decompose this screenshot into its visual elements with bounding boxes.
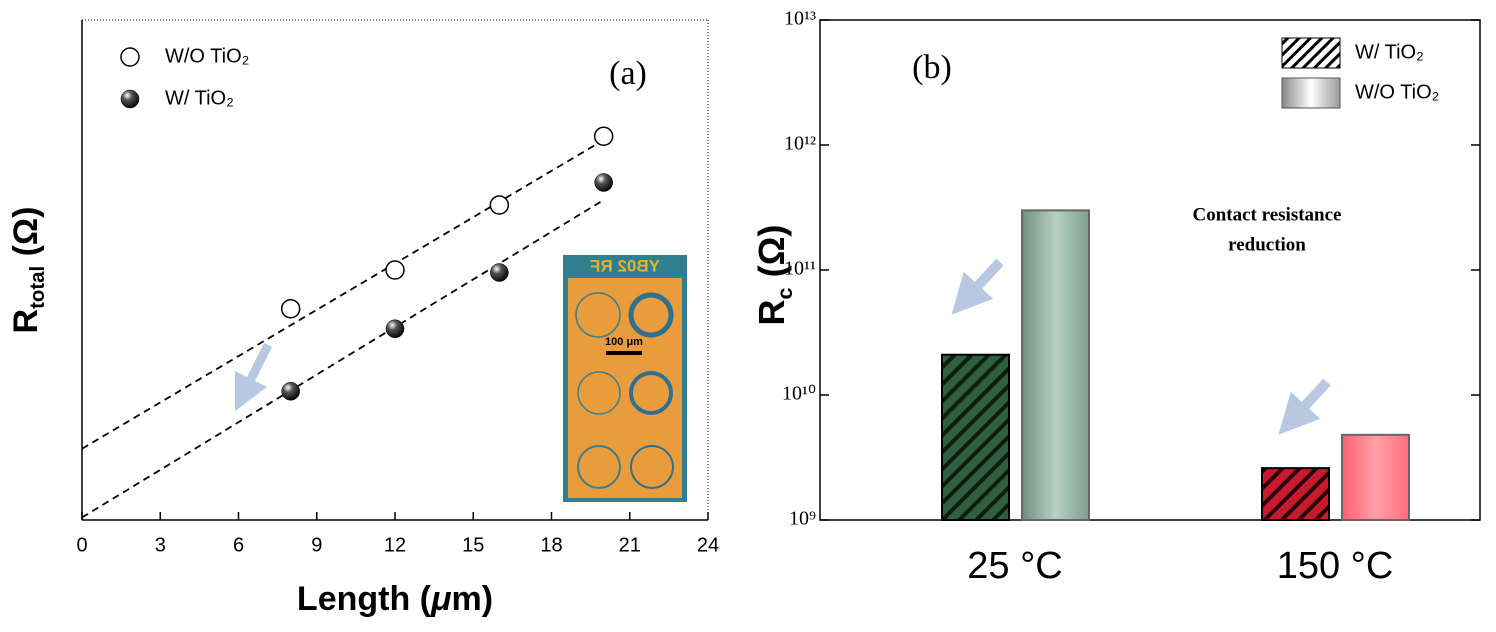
panel-label: (b) bbox=[912, 49, 952, 86]
arrow bbox=[234, 342, 273, 412]
axis-title-part: c bbox=[772, 287, 797, 299]
x-tick-label: 21 bbox=[619, 534, 641, 556]
marker bbox=[490, 263, 509, 282]
y-tick-label: 10¹³ bbox=[784, 8, 816, 30]
legend-label: W/ TiO₂ bbox=[1355, 41, 1424, 63]
legend-swatch bbox=[1281, 37, 1341, 69]
y-tick-label: 10¹⁰ bbox=[782, 383, 816, 405]
axis-title: Rc (Ω) bbox=[751, 225, 798, 326]
inset-photo bbox=[563, 255, 687, 502]
legend-label: W/O TiO₂ bbox=[165, 45, 249, 67]
x-tick-label: 25 °C bbox=[967, 545, 1062, 587]
x-tick-label: 150 °C bbox=[1277, 545, 1394, 587]
panel-label: (a) bbox=[609, 55, 647, 92]
marker bbox=[489, 195, 510, 215]
y-tick-label: 10⁹ bbox=[789, 508, 816, 530]
axis-title-part: (Ω) bbox=[7, 207, 45, 266]
x-tick-label: 15 bbox=[462, 534, 484, 556]
axis-title-part: R bbox=[751, 299, 792, 325]
marker bbox=[593, 126, 614, 146]
axis-title-part: total bbox=[27, 266, 49, 309]
marker bbox=[280, 299, 301, 319]
axis-title-part: (Ω) bbox=[751, 225, 792, 288]
x-tick-label: 12 bbox=[384, 534, 406, 556]
x-tick-label: 0 bbox=[76, 534, 87, 556]
marker bbox=[385, 260, 405, 280]
marker bbox=[594, 173, 613, 192]
bar bbox=[941, 353, 1010, 521]
inset-label: YB02 RF bbox=[590, 256, 660, 275]
marker bbox=[385, 319, 405, 338]
x-tick-label: 24 bbox=[697, 534, 719, 556]
legend-label: W/O TiO₂ bbox=[1355, 81, 1439, 103]
bar bbox=[1021, 209, 1090, 522]
axis-title-part: R bbox=[7, 309, 45, 334]
axis-title-part: Length ( bbox=[297, 580, 432, 618]
legend-swatch bbox=[1281, 77, 1341, 109]
annotation: Contact resistance bbox=[1193, 204, 1342, 225]
x-tick-label: 18 bbox=[540, 534, 562, 556]
axis-title: Length (μm) bbox=[297, 580, 493, 618]
bar bbox=[1261, 467, 1330, 521]
legend-label: W/ TiO₂ bbox=[165, 87, 234, 109]
fit-line bbox=[81, 199, 605, 519]
y-tick-label: 10¹² bbox=[784, 133, 816, 155]
fit-line bbox=[81, 139, 605, 450]
x-tick-label: 3 bbox=[155, 534, 166, 556]
axis-title-part: m) bbox=[452, 580, 494, 618]
bar bbox=[1341, 433, 1410, 521]
legend-marker bbox=[120, 47, 140, 67]
x-tick-label: 6 bbox=[233, 534, 244, 556]
axis-title: Rtotal (Ω) bbox=[7, 207, 49, 334]
legend-marker bbox=[120, 89, 140, 109]
axis-title-part: μ bbox=[430, 580, 452, 618]
x-tick-label: 9 bbox=[311, 534, 322, 556]
marker bbox=[281, 382, 300, 401]
arrow bbox=[951, 258, 1004, 315]
arrow bbox=[1278, 378, 1331, 435]
annotation: reduction bbox=[1228, 234, 1306, 255]
inset-label: 100 μm bbox=[605, 336, 643, 348]
y-tick-label: 10¹¹ bbox=[784, 258, 816, 280]
